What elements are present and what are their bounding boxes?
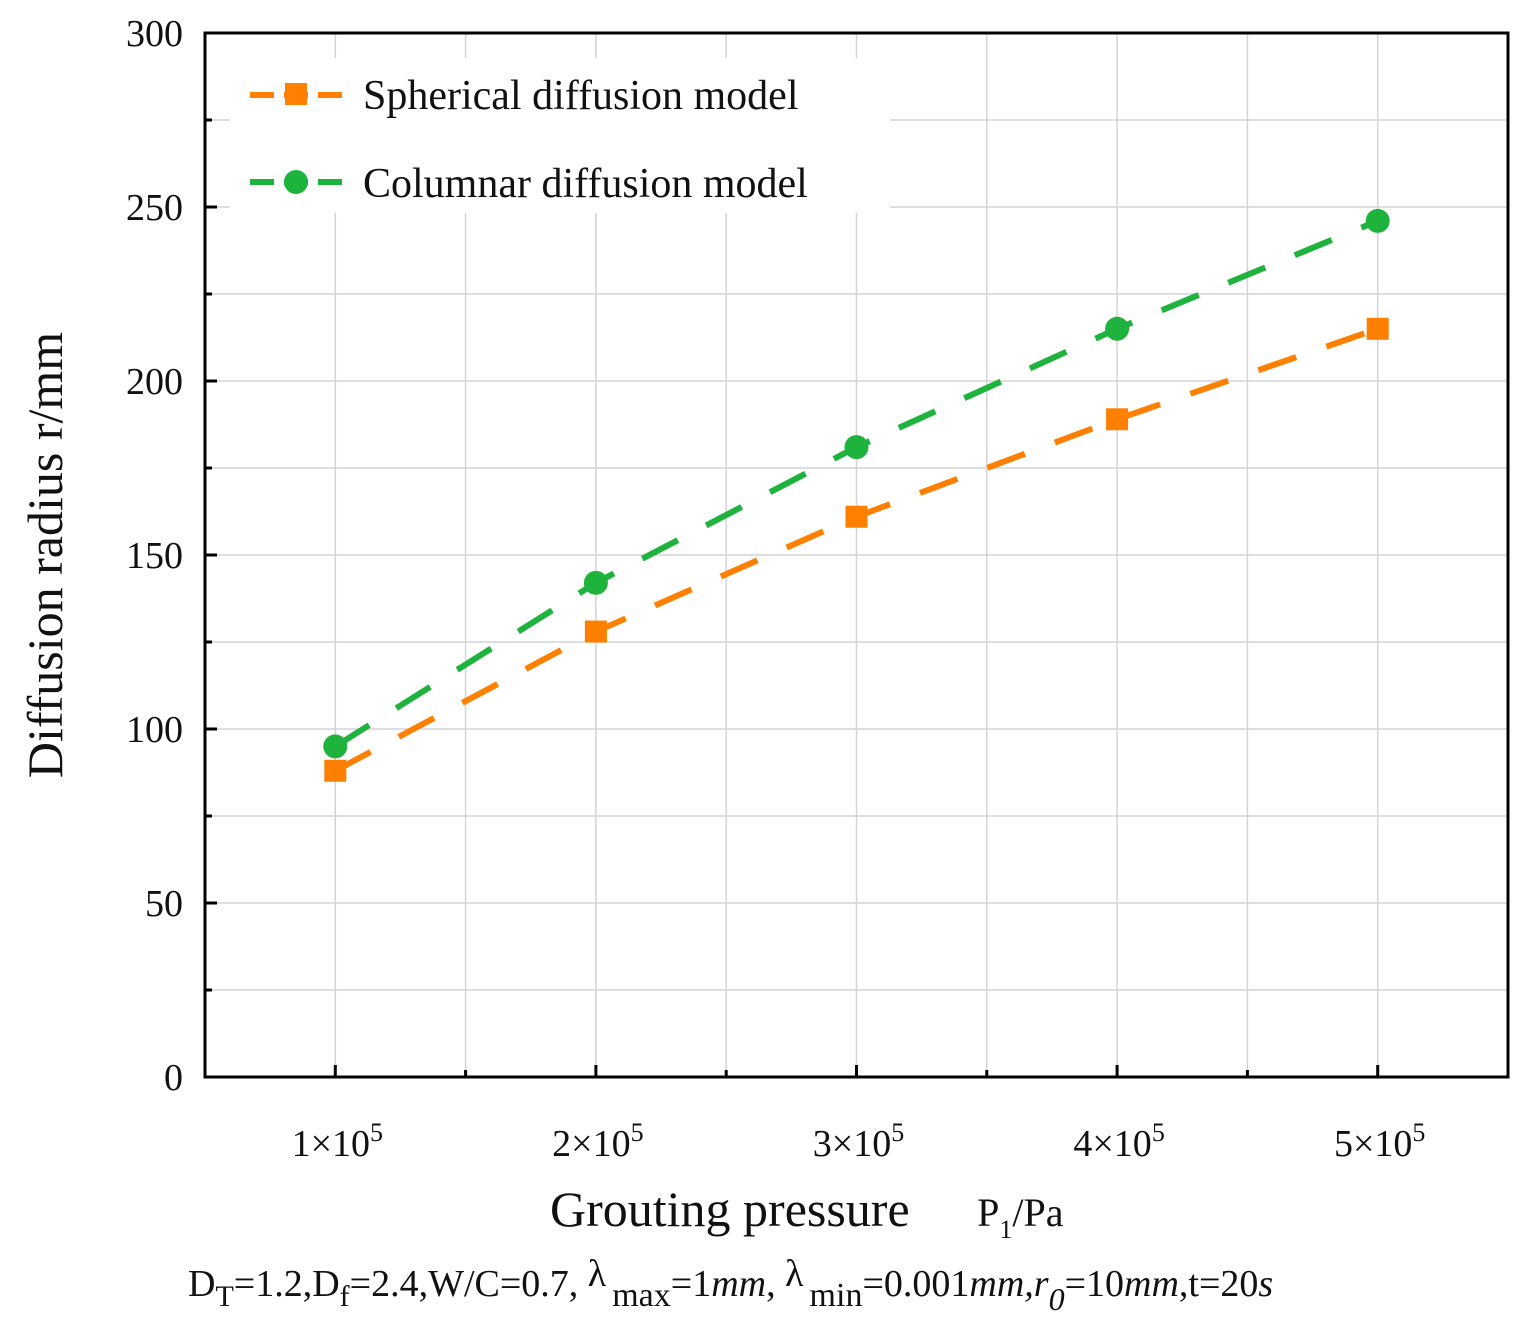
data-point-columnar <box>323 734 348 759</box>
y-tick-label: 150 <box>126 535 183 577</box>
fn-sub: min <box>810 1277 863 1314</box>
y-tick-label: 0 <box>164 1057 183 1099</box>
y-tick-label: 100 <box>126 709 183 751</box>
fn-part: ,t=20 <box>1179 1263 1259 1305</box>
fn-sub: f <box>340 1280 350 1313</box>
fn-italic: mm <box>1124 1263 1179 1305</box>
fn-italic: s <box>1258 1263 1273 1305</box>
x-tick-label: 5×105 <box>1334 1118 1425 1165</box>
data-point-spherical <box>845 505 868 528</box>
data-point-columnar <box>1365 208 1390 233</box>
fn-italic: mm,r <box>969 1263 1048 1305</box>
y-tick-label: 250 <box>126 187 183 229</box>
y-tick-label: 300 <box>126 13 183 55</box>
fn-part: , <box>766 1263 785 1305</box>
series-layer <box>323 208 1390 782</box>
data-point-columnar <box>844 435 869 460</box>
legend: Spherical diffusion model Columnar diffu… <box>230 58 890 213</box>
fn-part: =10 <box>1065 1263 1124 1305</box>
data-point-columnar <box>583 570 608 595</box>
legend-marker-columnar <box>284 170 308 194</box>
x-tick-label: 2×105 <box>552 1118 643 1165</box>
data-point-columnar <box>1105 316 1130 341</box>
fn-sub: T <box>215 1280 233 1313</box>
fn-sub: max <box>612 1277 671 1314</box>
x-tick-label: 1×105 <box>292 1118 383 1165</box>
x-axis-unit: P <box>977 1190 999 1235</box>
x-tick-label: 4×105 <box>1073 1118 1164 1165</box>
x-tick-label: 3×105 <box>813 1118 904 1165</box>
data-point-spherical <box>1366 317 1389 340</box>
fn-italic: mm <box>711 1263 766 1305</box>
data-point-spherical <box>1106 408 1129 431</box>
fn-part: =2.4,W/C=0.7, <box>350 1263 588 1305</box>
fn-part: D <box>188 1263 215 1305</box>
y-tick-label: 50 <box>145 883 183 925</box>
fn-lambda: λ <box>785 1253 804 1295</box>
y-axis-title: Diffusion radius r/mm <box>17 332 73 778</box>
data-point-spherical <box>584 620 607 643</box>
x-axis-title-text: Grouting pressure <box>550 1181 910 1237</box>
legend-label-columnar: Columnar diffusion model <box>363 161 808 207</box>
axes: 0 50 100 150 200 250 300 1×105 2×105 3×105 4×105 5×… <box>126 13 1510 1165</box>
fn-part: =0.001 <box>862 1263 969 1305</box>
x-axis-unit-sub: 1 <box>999 1215 1012 1244</box>
legend-marker-spherical <box>285 83 307 105</box>
legend-background <box>230 58 890 213</box>
fn-part: =1 <box>671 1263 711 1305</box>
parameter-footnote: DT=1.2,Df=2.4,W/C=0.7, λmax=1mm, λmin=0.… <box>188 1253 1273 1317</box>
legend-label-spherical: Spherical diffusion model <box>363 73 798 119</box>
x-axis-title: Grouting pressure P1/Pa <box>550 1181 1064 1244</box>
x-axis-unit-tail: /Pa <box>1012 1190 1063 1235</box>
fn-sub: 0 <box>1049 1281 1065 1317</box>
data-point-spherical <box>324 759 347 782</box>
fn-part: =1.2,D <box>234 1263 340 1305</box>
fn-lambda: λ <box>588 1253 607 1295</box>
y-tick-label: 200 <box>126 361 183 403</box>
